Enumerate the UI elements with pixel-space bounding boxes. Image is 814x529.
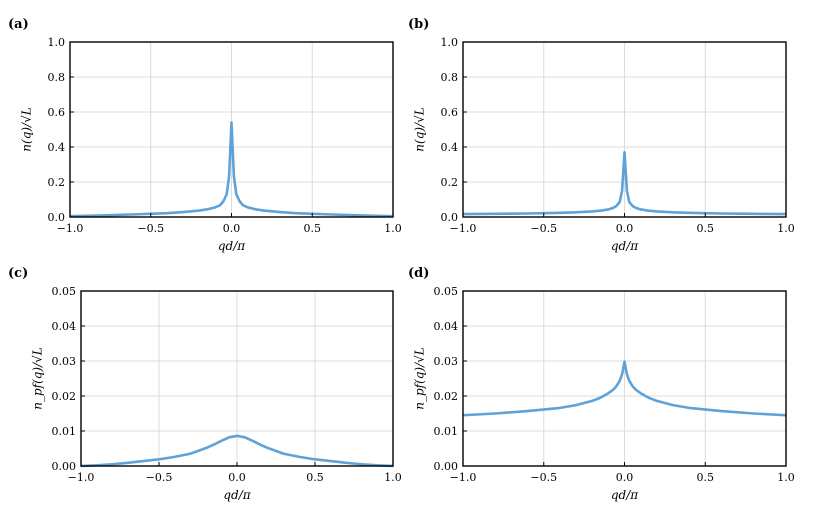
y-tick-label: 0.00 — [52, 460, 77, 473]
x-tick-label: −1.0 — [450, 222, 477, 235]
chart-panel-a: −1.0 −0.5 0.0 0.5 1.0 0.0 0.2 0.4 0.6 0.8 1.0 qd/π n… — [8, 17, 402, 253]
y-tick-label: 1.0 — [441, 36, 459, 49]
series-line — [80, 434, 394, 468]
x-tick-label: −1.0 — [68, 471, 95, 484]
y-tick-label: 0.01 — [52, 425, 77, 438]
panel-label: (a) — [8, 17, 29, 32]
y-tick-label: 0.05 — [434, 285, 459, 298]
x-tick-label: 0.0 — [616, 222, 634, 235]
panel-label: (c) — [8, 266, 28, 281]
chart-panel-c: −1.0 −0.5 0.0 0.5 1.0 0.00 0.01 0.02 0.03 0.04 0.0… — [8, 266, 402, 502]
y-tick-label: 0.04 — [434, 320, 459, 333]
panel-label: (b) — [408, 17, 429, 32]
panel-label: (d) — [408, 266, 429, 281]
y-tick-label: 1.0 — [48, 36, 66, 49]
chart-panel-d: −1.0 −0.5 0.0 0.5 1.0 0.00 0.01 0.02 0.03 0.04 0.0… — [408, 266, 795, 502]
x-tick-label: 0.0 — [223, 222, 241, 235]
x-tick-label: 0.5 — [304, 222, 322, 235]
y-axis-label: n_pf(q)/√L — [413, 347, 427, 410]
y-tick-label: 0.03 — [52, 355, 77, 368]
series-line — [462, 360, 787, 417]
series-line — [69, 121, 394, 218]
x-axis-label: qd/π — [611, 239, 639, 253]
y-tick-label: 0.6 — [441, 106, 459, 119]
y-tick-label: 0.00 — [434, 460, 459, 473]
x-tick-label: 0.5 — [697, 471, 715, 484]
y-tick-label: 0.02 — [434, 390, 459, 403]
x-tick-label: −0.5 — [137, 222, 164, 235]
x-tick-label: 0.5 — [697, 222, 715, 235]
x-axis-label: qd/π — [611, 488, 639, 502]
y-tick-label: 0.0 — [441, 211, 459, 224]
y-tick-label: 0.01 — [434, 425, 459, 438]
y-tick-label: 0.6 — [48, 106, 66, 119]
x-tick-label: 0.0 — [616, 471, 634, 484]
chart-panel-b: −1.0 −0.5 0.0 0.5 1.0 0.0 0.2 0.4 0.6 0.8 1.0 qd/π n… — [408, 17, 795, 253]
x-tick-label: 1.0 — [777, 222, 795, 235]
y-tick-label: 0.4 — [441, 141, 459, 154]
y-tick-label: 0.04 — [52, 320, 77, 333]
y-tick-label: 0.8 — [48, 71, 66, 84]
y-tick-label: 0.2 — [441, 176, 459, 189]
y-axis-label: n(q)/√L — [413, 107, 427, 151]
x-tick-label: −1.0 — [450, 471, 477, 484]
x-axis-label: qd/π — [218, 239, 246, 253]
x-tick-label: 1.0 — [384, 222, 402, 235]
y-axis-label: n(q)/√L — [20, 107, 34, 151]
x-tick-label: −0.5 — [530, 471, 557, 484]
y-axis-label: n_pf(q)/√L — [31, 347, 45, 410]
y-tick-label: 0.0 — [48, 211, 66, 224]
x-tick-label: −0.5 — [146, 471, 173, 484]
x-tick-label: 1.0 — [777, 471, 795, 484]
x-tick-label: −0.5 — [530, 222, 557, 235]
x-axis-label: qd/π — [223, 488, 251, 502]
series-line — [462, 150, 787, 216]
y-tick-label: 0.03 — [434, 355, 459, 368]
x-tick-label: 0.5 — [306, 471, 324, 484]
y-tick-label: 0.8 — [441, 71, 459, 84]
y-tick-label: 0.05 — [52, 285, 77, 298]
x-tick-label: 0.0 — [228, 471, 246, 484]
x-tick-label: 1.0 — [384, 471, 402, 484]
y-tick-label: 0.02 — [52, 390, 77, 403]
y-tick-label: 0.4 — [48, 141, 66, 154]
x-tick-label: −1.0 — [57, 222, 84, 235]
y-tick-label: 0.2 — [48, 176, 66, 189]
